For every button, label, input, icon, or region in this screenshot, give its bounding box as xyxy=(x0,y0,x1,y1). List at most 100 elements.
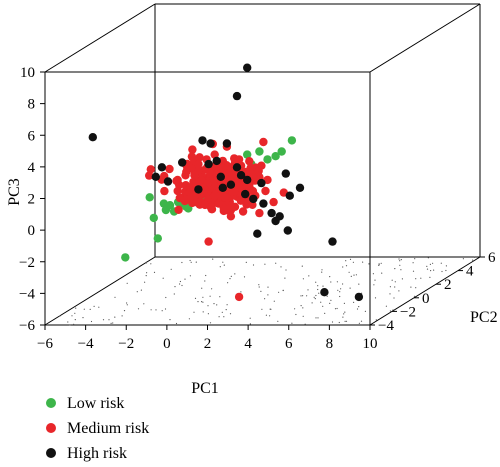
floor-dot xyxy=(218,316,220,318)
floor-dot xyxy=(336,281,338,283)
floor-dot xyxy=(391,279,393,281)
floor-dot xyxy=(108,319,110,321)
high-risk-point xyxy=(236,171,246,180)
high-risk-point xyxy=(257,178,266,188)
x-tick-label: 0 xyxy=(163,336,171,352)
floor-dot xyxy=(258,286,260,288)
medium-risk-point xyxy=(238,207,248,216)
floor-dot xyxy=(412,270,415,272)
x-tick-label: 6 xyxy=(285,336,293,352)
floor-dot xyxy=(427,257,429,259)
floor-dot xyxy=(189,275,191,277)
floor-dot xyxy=(188,318,190,320)
floor-dot xyxy=(340,288,342,290)
floor-dot xyxy=(240,291,242,293)
medium-risk-point xyxy=(220,193,229,202)
floor-dot xyxy=(339,291,341,293)
floor-dot xyxy=(344,320,346,322)
floor-dot xyxy=(399,260,401,262)
medium-risk-point xyxy=(230,187,239,196)
floor-dot xyxy=(267,294,269,296)
floor-dot xyxy=(415,287,417,289)
floor-dot xyxy=(209,322,212,324)
x-tick-label: −2 xyxy=(118,336,134,352)
high-risk-point xyxy=(283,226,292,235)
high-risk-point xyxy=(216,172,225,181)
floor-dot xyxy=(401,278,403,280)
floor-dot xyxy=(169,319,171,321)
floor-dot xyxy=(315,294,317,297)
z-tick-label: −6 xyxy=(19,318,35,334)
floor-dot xyxy=(46,324,48,326)
floor-dot xyxy=(82,317,84,319)
floor-dot xyxy=(273,300,275,302)
z-tick-label: 8 xyxy=(28,97,36,113)
floor-dot xyxy=(343,302,345,304)
floor-dot xyxy=(329,302,331,304)
floor-dot xyxy=(336,307,338,310)
floor-dot xyxy=(368,263,370,265)
y-tick-label: −4 xyxy=(378,318,394,334)
medium-risk-point xyxy=(175,193,184,203)
floor-dot xyxy=(345,320,348,322)
low-risk-point xyxy=(149,213,158,223)
floor-dot xyxy=(140,289,142,291)
floor-dot xyxy=(126,282,128,284)
floor-dot xyxy=(150,263,152,265)
medium-risk-point xyxy=(206,202,215,211)
floor-dot xyxy=(304,323,306,325)
medium-risk-point xyxy=(243,182,252,191)
legend: Low risk Medium risk High risk xyxy=(46,395,149,462)
floor-dot xyxy=(89,308,91,310)
floor-dot xyxy=(308,275,310,277)
medium-risk-point xyxy=(173,186,182,196)
floor-dot xyxy=(202,296,204,298)
floor-dot xyxy=(317,285,319,287)
floor-dot xyxy=(174,286,176,288)
floor-dot xyxy=(213,303,215,305)
high-risk-point xyxy=(178,158,187,167)
x-tick-label: −6 xyxy=(37,336,53,352)
floor-dot xyxy=(165,296,167,299)
medium-risk-point xyxy=(194,159,203,169)
floor-dot xyxy=(389,286,391,288)
floor-dot xyxy=(146,272,148,274)
floor-dot xyxy=(313,296,315,298)
floor-dot xyxy=(143,303,145,305)
z-tick-label: 0 xyxy=(28,223,36,239)
floor-dot xyxy=(201,301,203,303)
floor-dot xyxy=(462,258,464,260)
floor-dot xyxy=(211,288,213,290)
medium-risk-point xyxy=(245,157,254,166)
floor-dot xyxy=(358,322,360,324)
box-edge xyxy=(44,3,156,73)
medium-risk-point xyxy=(174,205,183,214)
floor-dot xyxy=(74,312,76,314)
floor-dot xyxy=(329,276,331,278)
floor-dot xyxy=(429,276,431,278)
floor-dot xyxy=(326,295,328,297)
floor-dot xyxy=(219,266,221,268)
floor-dot xyxy=(474,256,476,258)
floor-dot xyxy=(373,284,375,286)
floor-dot xyxy=(295,313,297,316)
floor-dot xyxy=(432,262,434,264)
high-risk-point xyxy=(253,229,262,238)
floor-dot xyxy=(219,296,221,298)
medium-risk-point xyxy=(218,156,227,166)
floor-dot xyxy=(318,292,320,294)
floor-dot xyxy=(321,271,323,273)
floor-dot xyxy=(69,324,71,326)
floor-dot xyxy=(136,267,139,269)
floor-dot xyxy=(306,295,308,297)
floor-dot xyxy=(413,295,416,297)
z-tick-label: −4 xyxy=(19,286,35,302)
floor-dot xyxy=(225,309,227,311)
medium-risk-point xyxy=(226,163,236,172)
floor-dot xyxy=(114,296,116,298)
low-risk-point xyxy=(287,136,297,145)
floor-dot xyxy=(400,269,402,271)
floor-grid-dots xyxy=(46,256,476,326)
medium-risk-point xyxy=(210,191,219,200)
